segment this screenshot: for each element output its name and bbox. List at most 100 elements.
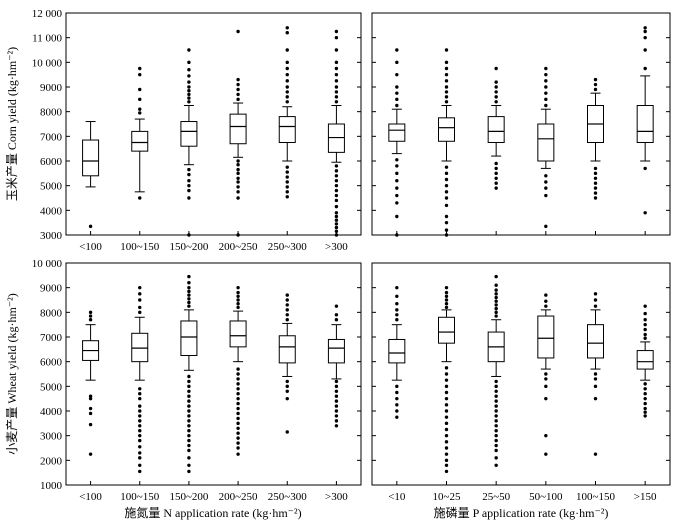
outlier-point bbox=[444, 302, 449, 306]
outlier-point bbox=[138, 424, 142, 428]
panel-wheat-p-frame bbox=[371, 262, 671, 486]
outlier-point bbox=[494, 310, 498, 315]
outlier-point bbox=[395, 164, 399, 168]
outlier-point bbox=[395, 318, 399, 322]
outlier-point bbox=[138, 445, 142, 449]
outlier-point bbox=[494, 456, 498, 460]
outlier-point bbox=[285, 79, 289, 83]
outlier-point bbox=[334, 48, 339, 52]
outlier-point bbox=[494, 394, 498, 398]
outlier-point bbox=[395, 179, 399, 183]
outlier-point bbox=[444, 66, 449, 71]
outlier-point bbox=[285, 26, 289, 30]
outlier-point bbox=[334, 79, 339, 83]
outlier-point bbox=[138, 433, 142, 438]
outlier-point bbox=[187, 172, 191, 177]
outlier-point bbox=[285, 318, 289, 322]
outlier-point bbox=[593, 292, 598, 296]
x-tick-label: 10~25 bbox=[433, 491, 461, 503]
outlier-point bbox=[285, 90, 289, 94]
outlier-point bbox=[395, 201, 399, 205]
outlier-point bbox=[334, 188, 339, 193]
box-plot-corn-p-3 bbox=[537, 66, 555, 229]
outlier-point bbox=[88, 422, 93, 427]
outlier-point bbox=[643, 401, 647, 406]
outlier-point bbox=[236, 190, 240, 194]
outlier-point bbox=[187, 419, 191, 423]
y-tick-label: 8000 bbox=[40, 107, 63, 119]
outlier-point bbox=[494, 283, 498, 287]
outlier-point bbox=[138, 66, 142, 71]
panel-wheat-n-boxes bbox=[82, 274, 345, 474]
y-tick-label: 1000 bbox=[40, 480, 63, 492]
box-plot-wheat-p-1 bbox=[438, 285, 455, 474]
outlier-point bbox=[593, 82, 598, 87]
outlier-point bbox=[395, 60, 399, 65]
outlier-point bbox=[236, 406, 240, 411]
outlier-point bbox=[236, 196, 240, 200]
outlier-point bbox=[236, 29, 240, 34]
outlier-point bbox=[334, 90, 339, 94]
box-plot-wheat-n-3 bbox=[229, 285, 247, 456]
outlier-point bbox=[593, 191, 598, 195]
outlier-point bbox=[334, 95, 339, 99]
outlier-point bbox=[236, 159, 240, 163]
box-iqr bbox=[587, 324, 604, 359]
outlier-point bbox=[444, 372, 449, 376]
outlier-point bbox=[544, 85, 548, 89]
outlier-point bbox=[334, 304, 339, 308]
outlier-point bbox=[236, 163, 240, 167]
outlier-point bbox=[285, 31, 289, 35]
outlier-point bbox=[236, 401, 240, 406]
outlier-point bbox=[444, 177, 449, 182]
box-iqr bbox=[388, 123, 406, 142]
outlier-point bbox=[544, 224, 548, 229]
x-tick-label: <10 bbox=[388, 491, 406, 503]
outlier-point bbox=[593, 304, 598, 308]
outlier-point bbox=[236, 441, 240, 445]
outlier-point bbox=[236, 290, 240, 295]
outlier-point bbox=[334, 419, 339, 423]
box-iqr bbox=[636, 350, 654, 370]
box-plot-corn-n-5 bbox=[327, 29, 345, 237]
outlier-point bbox=[444, 427, 449, 432]
outlier-point bbox=[236, 180, 240, 184]
outlier-point bbox=[444, 183, 449, 188]
outlier-point bbox=[187, 60, 191, 65]
outlier-point bbox=[88, 310, 93, 315]
box-iqr bbox=[131, 130, 149, 152]
outlier-point bbox=[138, 469, 142, 474]
outlier-point bbox=[236, 82, 240, 87]
outlier-point bbox=[395, 285, 399, 290]
box-plot-wheat-p-2 bbox=[487, 274, 505, 467]
outlier-point bbox=[285, 379, 289, 384]
outlier-point bbox=[187, 414, 191, 418]
outlier-point bbox=[138, 419, 142, 423]
outlier-point bbox=[334, 414, 339, 418]
outlier-point bbox=[236, 452, 240, 456]
x-tick-label: >150 bbox=[634, 491, 657, 503]
outlier-point bbox=[395, 384, 399, 389]
outlier-point bbox=[395, 158, 399, 162]
outlier-point bbox=[444, 294, 449, 298]
outlier-point bbox=[334, 218, 339, 222]
outlier-point bbox=[544, 396, 548, 401]
outlier-point bbox=[544, 304, 548, 308]
y-tick-label: 7000 bbox=[40, 332, 63, 344]
outlier-point bbox=[236, 298, 240, 302]
outlier-point bbox=[138, 429, 142, 433]
outlier-point bbox=[494, 314, 498, 318]
outlier-point bbox=[236, 176, 240, 180]
outlier-point bbox=[187, 443, 191, 448]
panel-corn-n-yticks: 3000 4000 5000 6000 7000 8000 9000 10 000 11 000… bbox=[32, 8, 361, 242]
outlier-point bbox=[643, 48, 647, 52]
outlier-point bbox=[494, 384, 498, 389]
outlier-point bbox=[444, 463, 449, 467]
outlier-point bbox=[395, 415, 399, 419]
outlier-point bbox=[236, 436, 240, 440]
outlier-point bbox=[643, 336, 647, 340]
outlier-point bbox=[494, 274, 498, 279]
outlier-point bbox=[187, 463, 191, 467]
outlier-point bbox=[334, 409, 339, 413]
outlier-point bbox=[88, 394, 93, 398]
